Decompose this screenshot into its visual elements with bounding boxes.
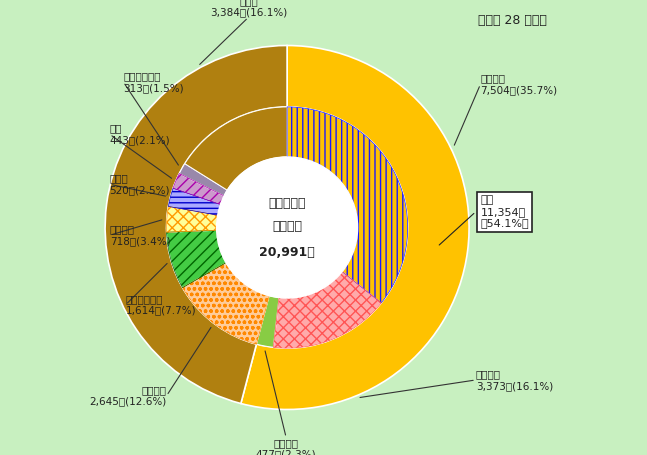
Wedge shape bbox=[182, 263, 269, 344]
Wedge shape bbox=[274, 272, 381, 348]
Text: 住宅
11,354件
（54.1%）: 住宅 11,354件 （54.1%） bbox=[481, 195, 529, 228]
Text: 事務所等
718件(3.4%): 事務所等 718件(3.4%) bbox=[109, 224, 170, 246]
Text: 飲食店
520件(2.5%): 飲食店 520件(2.5%) bbox=[109, 173, 170, 195]
Text: 共同住宅
3,373件(16.1%): 共同住宅 3,373件(16.1%) bbox=[476, 369, 553, 391]
Wedge shape bbox=[287, 107, 408, 303]
Wedge shape bbox=[168, 188, 221, 215]
Text: 一般住宅
7,504件(35.7%): 一般住宅 7,504件(35.7%) bbox=[481, 73, 558, 95]
Text: その他
3,384件(16.1%): その他 3,384件(16.1%) bbox=[210, 0, 287, 17]
Text: （平成 28 年中）: （平成 28 年中） bbox=[477, 14, 547, 27]
Text: 建物火災の: 建物火災の bbox=[269, 197, 306, 210]
Text: 複合用途
2,645件(12.6%): 複合用途 2,645件(12.6%) bbox=[89, 385, 166, 407]
Wedge shape bbox=[167, 230, 226, 288]
Text: 倉庫
443件(2.1%): 倉庫 443件(2.1%) bbox=[109, 123, 170, 145]
Wedge shape bbox=[166, 207, 217, 232]
Text: 20,991件: 20,991件 bbox=[259, 247, 315, 259]
Wedge shape bbox=[241, 46, 469, 410]
Wedge shape bbox=[185, 107, 287, 190]
Circle shape bbox=[217, 157, 358, 298]
Wedge shape bbox=[256, 296, 279, 347]
Text: 物品販売店舗
313件(1.5%): 物品販売店舗 313件(1.5%) bbox=[124, 71, 184, 93]
Text: 工場・作業場
1,614件(7.7%): 工場・作業場 1,614件(7.7%) bbox=[126, 294, 196, 316]
Text: 併用住宅
477件(2.3%): 併用住宅 477件(2.3%) bbox=[256, 438, 316, 455]
Text: 出火件数: 出火件数 bbox=[272, 220, 302, 233]
Wedge shape bbox=[105, 46, 287, 404]
Wedge shape bbox=[173, 173, 224, 205]
Wedge shape bbox=[179, 164, 227, 196]
